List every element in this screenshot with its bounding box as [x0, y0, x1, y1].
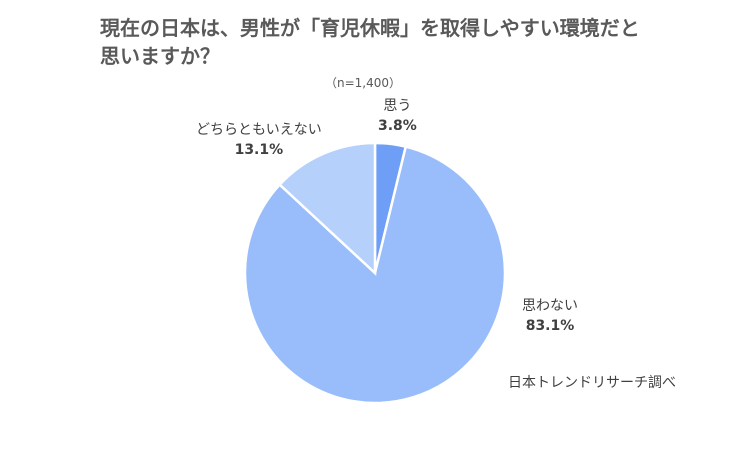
slice-label-dochiratomo: どちらともいえない 13.1% — [196, 120, 322, 160]
chart-title-line1: 現在の日本は、男性が「育児休暇」を取得しやすい環境だと — [100, 16, 640, 40]
slice-label-omou-name: 思う — [383, 98, 412, 114]
slice-label-omowanai-value: 83.1% — [525, 318, 575, 334]
chart-title: 現在の日本は、男性が「育児休暇」を取得しやすい環境だと 思いますか？ — [100, 14, 660, 70]
source-note: 日本トレンドリサーチ調べ — [508, 375, 676, 391]
slice-label-dochiratomo-value: 13.1% — [234, 142, 284, 158]
slice-label-omou-value: 3.8% — [378, 118, 417, 134]
slice-label-dochiratomo-name: どちらともいえない — [196, 122, 322, 138]
pie-slice-omowanai — [243, 145, 507, 405]
slice-label-omowanai-name: 思わない — [522, 298, 578, 314]
slice-label-omowanai: 思わない 83.1% — [522, 296, 578, 336]
slice-label-omou: 思う 3.8% — [378, 96, 417, 136]
sample-size: （n=1,400） — [325, 76, 402, 90]
pie-slice-dochiratomo — [277, 141, 377, 276]
chart-title-line2: 思いますか？ — [100, 44, 220, 68]
